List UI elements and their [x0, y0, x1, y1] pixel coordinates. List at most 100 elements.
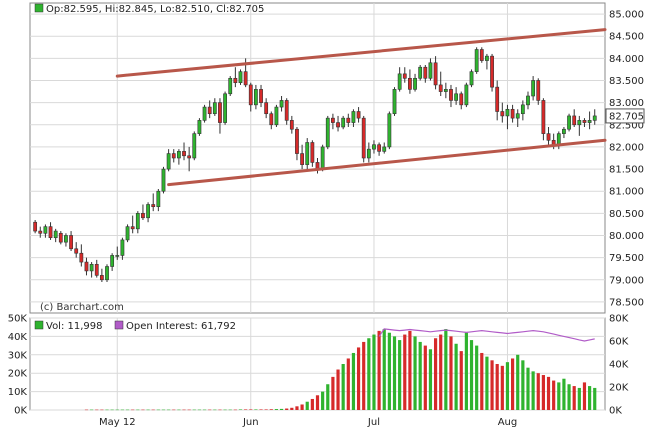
candle-body	[79, 252, 84, 263]
candle-body	[567, 115, 571, 130]
volume-bar	[156, 409, 160, 411]
price-legend-text: Op:82.595, Hi:82.845, Lo:82.510, Cl:82.7…	[46, 4, 264, 15]
candle-body	[279, 100, 284, 108]
volume-bar	[475, 345, 479, 410]
candle-body	[269, 113, 274, 126]
candle-body	[161, 168, 166, 192]
candle-body	[187, 155, 192, 159]
volume-bar	[136, 409, 140, 411]
volume-bar	[546, 376, 551, 410]
oi-y-tick-label: 80K	[609, 314, 629, 325]
candle-body	[212, 102, 217, 115]
candle-body	[479, 49, 484, 61]
candle-body	[156, 190, 161, 208]
candle-body	[325, 117, 330, 148]
volume-bar	[485, 356, 489, 410]
volume-y-tick-label: 20K	[8, 369, 28, 380]
candle-body	[331, 117, 335, 123]
candle-body	[254, 89, 258, 106]
candle-body	[500, 111, 505, 117]
candle-body	[289, 120, 294, 130]
candle-body	[105, 266, 109, 281]
volume-bar	[244, 409, 248, 410]
candle-body	[408, 77, 412, 90]
volume-bar	[505, 362, 510, 410]
volume-bar	[382, 329, 386, 410]
candle-body	[577, 120, 582, 126]
volume-legend-swatch	[34, 320, 44, 330]
candle-body	[84, 261, 89, 272]
volume-bar	[582, 382, 587, 410]
volume-bar	[531, 371, 535, 410]
volume-bar	[516, 354, 520, 410]
candle-body	[94, 263, 99, 276]
candle-body	[336, 122, 340, 128]
volume-bar	[213, 409, 217, 411]
volume-bar	[480, 352, 484, 410]
volume-bar	[351, 352, 356, 410]
volume-bar	[398, 340, 402, 410]
candle-body	[469, 71, 474, 86]
volume-bar	[290, 407, 294, 410]
candle-body	[120, 239, 125, 256]
price-y-tick-label: 82.000	[609, 142, 644, 153]
candle-body	[546, 133, 551, 141]
candle-body	[295, 128, 299, 154]
candle-body	[582, 120, 587, 123]
candle-body	[377, 144, 381, 152]
volume-bar	[464, 332, 468, 410]
volume-bar	[459, 351, 463, 410]
volume-bar	[439, 334, 443, 410]
candle-body	[305, 142, 310, 165]
price-y-tick-label: 84.500	[609, 32, 644, 43]
candle-body	[341, 117, 346, 128]
candle-body	[151, 204, 156, 208]
candle-body	[413, 77, 417, 90]
candle-body	[520, 104, 525, 115]
candle-body	[264, 102, 269, 115]
candle-body	[182, 151, 186, 157]
candle-body	[351, 111, 356, 123]
volume-bar	[510, 358, 515, 410]
volume-bar	[588, 386, 592, 410]
price-y-tick-label: 78.500	[609, 297, 644, 308]
candle-body	[531, 80, 536, 97]
volume-bar	[172, 409, 176, 411]
candle-body	[110, 255, 115, 267]
price-y-tick-label: 84.000	[609, 54, 644, 65]
candle-body	[69, 235, 73, 250]
volume-bar	[141, 409, 145, 411]
volume-bar	[202, 409, 207, 411]
volume-bar	[125, 409, 130, 411]
volume-bar	[469, 340, 474, 410]
volume-bar	[279, 408, 284, 410]
volume-bar	[110, 409, 114, 411]
candle-body	[43, 226, 48, 234]
volume-bar	[362, 341, 366, 410]
candle-body	[464, 84, 469, 106]
price-y-tick-label: 79.000	[609, 275, 644, 286]
candle-body	[197, 120, 202, 134]
volume-bar	[403, 334, 407, 410]
candle-body	[454, 93, 459, 101]
price-y-tick-label: 82.500	[609, 120, 644, 131]
volume-bar	[208, 409, 212, 411]
candle-body	[223, 93, 227, 123]
volume-bar	[90, 409, 94, 411]
candle-body	[495, 86, 500, 112]
volume-bar	[449, 336, 453, 410]
candle-body	[536, 80, 541, 101]
volume-bar	[259, 409, 263, 410]
last-price-label: 82.705	[609, 111, 644, 122]
volume-bar	[413, 336, 417, 410]
candle-body	[392, 89, 397, 115]
candle-body	[556, 133, 561, 146]
volume-bar	[84, 409, 89, 411]
channel-trendline	[115, 28, 607, 78]
candle-body	[428, 62, 433, 79]
candle-body	[346, 117, 351, 123]
candle-body	[320, 146, 325, 170]
candle-body	[233, 77, 238, 84]
volume-bar	[552, 380, 556, 410]
price-y-tick-label: 85.000	[609, 10, 644, 21]
